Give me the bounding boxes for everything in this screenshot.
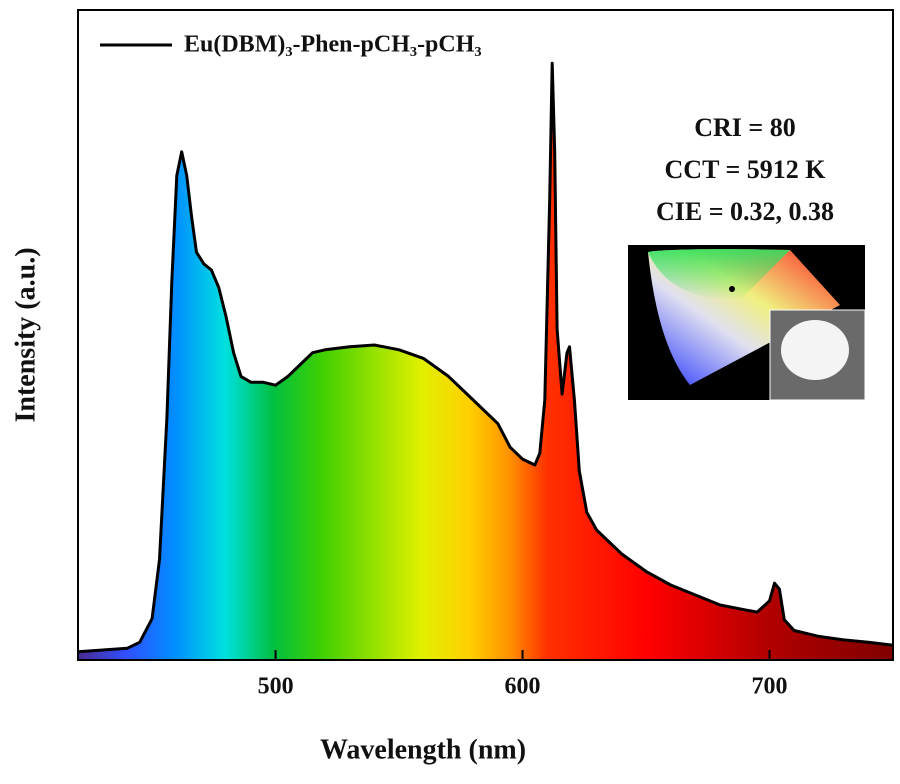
spectrum-fill: [78, 63, 893, 660]
legend-label: Eu(DBM)₃-Phen-pCH₃-pCH₃: [184, 32, 482, 58]
annotation: CCT = 5912 K: [665, 155, 827, 184]
cie-inset: [628, 245, 866, 401]
x-tick-label: 500: [258, 674, 294, 700]
plot-frame: [77, 9, 894, 661]
annotation: CIE = 0.32, 0.38: [656, 197, 834, 226]
y-axis-label: Intensity (a.u.): [10, 247, 41, 422]
x-tick-label: 600: [505, 674, 541, 700]
x-tick-label: 700: [752, 674, 788, 700]
cie-gamut-green: [648, 249, 790, 300]
x-axis-label: Wavelength (nm): [320, 734, 526, 765]
annotation: CRI = 80: [694, 113, 796, 142]
cie-point: [729, 286, 735, 292]
spectrum-line: [77, 61, 894, 654]
plot-area: [77, 61, 894, 660]
photo-glow: [781, 320, 849, 380]
